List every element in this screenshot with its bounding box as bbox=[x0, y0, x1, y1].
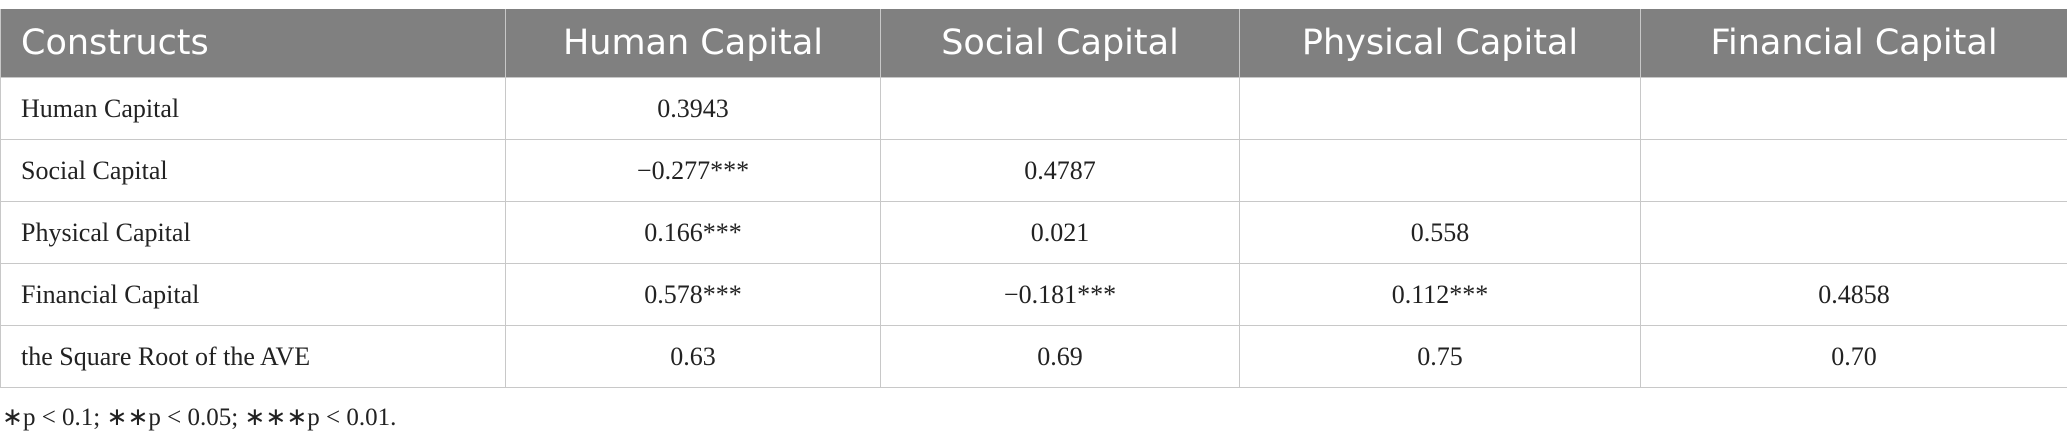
table-row: the Square Root of the AVE 0.63 0.69 0.75 0.… bbox=[0, 325, 2067, 388]
table-row: Human Capital 0.3943 bbox=[0, 77, 2067, 140]
table-row: Physical Capital 0.166*** 0.021 0.558 bbox=[0, 201, 2067, 264]
cell bbox=[1239, 77, 1641, 140]
header-row: Constructs Human Capital Social Capital Phy… bbox=[0, 9, 2067, 78]
cell: 0.578*** bbox=[505, 263, 881, 326]
cell: 0.166*** bbox=[505, 201, 881, 264]
footnote: ∗p < 0.1; ∗∗p < 0.05; ∗∗∗p < 0.01. bbox=[2, 404, 397, 431]
cell bbox=[1239, 139, 1641, 202]
header-cell: Human Capital bbox=[505, 9, 881, 78]
header-cell: Financial Capital bbox=[1640, 9, 2067, 78]
correlation-table: Constructs Human Capital Social Capital Phy… bbox=[0, 9, 2067, 388]
cell: 0.69 bbox=[880, 325, 1240, 388]
cell: 0.112*** bbox=[1239, 263, 1641, 326]
cell: −0.277*** bbox=[505, 139, 881, 202]
row-label: the Square Root of the AVE bbox=[0, 325, 506, 388]
row-label: Human Capital bbox=[0, 77, 506, 140]
cell: 0.3943 bbox=[505, 77, 881, 140]
cell: 0.558 bbox=[1239, 201, 1641, 264]
cell: 0.63 bbox=[505, 325, 881, 388]
row-label: Physical Capital bbox=[0, 201, 506, 264]
table-row: Social Capital −0.277*** 0.4787 bbox=[0, 139, 2067, 202]
cell: 0.70 bbox=[1640, 325, 2067, 388]
header-cell: Social Capital bbox=[880, 9, 1240, 78]
header-cell: Constructs bbox=[0, 9, 506, 78]
cell: 0.4787 bbox=[880, 139, 1240, 202]
cell bbox=[1640, 77, 2067, 140]
table-body: Human Capital 0.3943 Social Capital −0.277*… bbox=[0, 77, 2067, 388]
cell bbox=[1640, 139, 2067, 202]
cell: 0.021 bbox=[880, 201, 1240, 264]
cell: 0.75 bbox=[1239, 325, 1641, 388]
cell: 0.4858 bbox=[1640, 263, 2067, 326]
cell: −0.181*** bbox=[880, 263, 1240, 326]
cell bbox=[1640, 201, 2067, 264]
table-row: Financial Capital 0.578*** −0.181*** 0.112*… bbox=[0, 263, 2067, 326]
cell bbox=[880, 77, 1240, 140]
row-label: Financial Capital bbox=[0, 263, 506, 326]
row-label: Social Capital bbox=[0, 139, 506, 202]
header-cell: Physical Capital bbox=[1239, 9, 1641, 78]
